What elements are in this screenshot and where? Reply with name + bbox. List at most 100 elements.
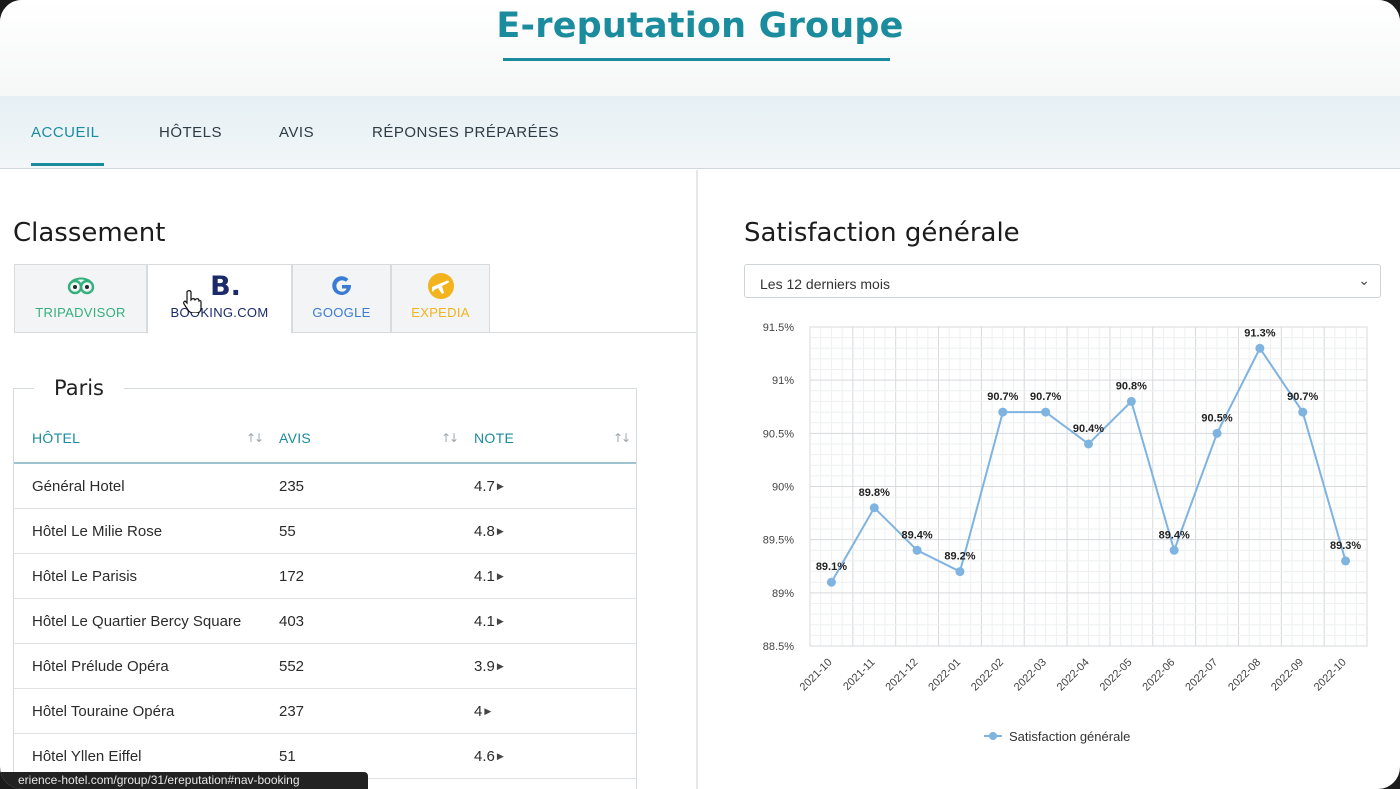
expand-caret-icon[interactable]: ▶ <box>496 616 504 626</box>
tab-booking[interactable]: B. BOOKING.COM <box>147 264 292 334</box>
x-tick-label: 2021-12 <box>883 656 920 693</box>
score-cell: 4.6 ▶ <box>474 748 504 765</box>
expand-caret-icon[interactable]: ▶ <box>496 751 504 761</box>
score-cell: 4.1 ▶ <box>474 568 504 585</box>
tab-label-google: GOOGLE <box>312 305 371 320</box>
data-label: 90.7% <box>987 391 1018 403</box>
data-label: 89.1% <box>816 561 847 573</box>
data-point[interactable] <box>1212 428 1222 438</box>
period-select[interactable]: Les 12 derniers mois ⌄ <box>744 264 1381 298</box>
expand-caret-icon[interactable]: ▶ <box>496 481 504 491</box>
table-row[interactable]: Hôtel Prélude Opéra 552 3.9 ▶ <box>14 644 636 689</box>
sort-icon[interactable]: ↑↓ <box>246 431 264 445</box>
score-cell: 4.1 ▶ <box>474 613 504 630</box>
table-row[interactable]: Hôtel Le Quartier Bercy Square 403 4.1 ▶ <box>14 599 636 644</box>
hotel-name-cell-text: Hôtel Yllen Eiffel <box>32 748 142 765</box>
nav-item-hotels[interactable]: HÔTELS <box>159 124 223 141</box>
hotel-name-cell: Hôtel Yllen Eiffel <box>32 748 142 765</box>
hotel-name-cell: Hôtel Le Milie Rose <box>32 523 162 540</box>
data-point[interactable] <box>869 503 879 513</box>
tab-label-expedia: EXPEDIA <box>411 305 470 320</box>
data-point[interactable] <box>1126 396 1136 406</box>
reviews-count-cell: 55 <box>279 523 296 540</box>
reviews-count-cell-text: 235 <box>279 478 305 495</box>
data-point[interactable] <box>826 577 836 587</box>
expand-caret-icon[interactable]: ▶ <box>496 571 504 581</box>
hotel-name-cell-text: Hôtel Prélude Opéra <box>32 658 169 675</box>
score-cell-text: 4.1 <box>474 613 495 630</box>
data-point[interactable] <box>1084 439 1093 449</box>
reviews-count-cell: 235 <box>279 478 304 495</box>
paris-table-frame <box>13 388 637 789</box>
data-point[interactable] <box>1255 343 1265 353</box>
reviews-count-cell-text: 172 <box>279 568 305 585</box>
hotel-name-cell: Général Hotel <box>32 478 125 495</box>
data-point[interactable] <box>1341 556 1351 566</box>
reviews-count-cell: 403 <box>279 613 304 630</box>
legend-label: Satisfaction générale <box>1009 729 1130 744</box>
expedia-plane-icon <box>392 271 489 301</box>
tab-tripadvisor[interactable]: TRIPADVISOR <box>14 264 147 333</box>
main-nav: ACCUEIL HÔTELS AVIS RÉPONSES PRÉPARÉES <box>0 96 1400 169</box>
table-row[interactable]: Hôtel Le Milie Rose 55 4.8 ▶ <box>14 509 636 554</box>
hotel-name-cell-text: Hôtel Le Milie Rose <box>32 523 163 540</box>
expand-caret-icon[interactable]: ▶ <box>496 661 504 671</box>
y-tick-label: 90% <box>772 482 794 494</box>
column-divider <box>696 170 698 789</box>
expand-caret-icon[interactable]: ▶ <box>496 526 504 536</box>
x-tick-label: 2022-05 <box>1098 656 1135 693</box>
tripadvisor-owl-icon <box>15 271 146 301</box>
data-point[interactable] <box>955 567 965 577</box>
reviews-count-cell: 172 <box>279 568 304 585</box>
legend-marker <box>989 732 997 740</box>
y-tick-label: 89.5% <box>763 535 794 547</box>
x-tick-label: 2022-03 <box>1012 656 1049 693</box>
score-cell: 4.8 ▶ <box>474 523 504 540</box>
chevron-down-icon: ⌄ <box>1358 272 1370 288</box>
data-label: 90.5% <box>1201 412 1232 424</box>
reviews-count-cell-text: 55 <box>279 523 296 540</box>
x-tick-label: 2022-04 <box>1055 656 1092 693</box>
data-point[interactable] <box>1298 407 1308 417</box>
status-bar-url: erience-hotel.com/group/31/ereputation#n… <box>0 772 368 789</box>
nav-item-accueil[interactable]: ACCUEIL <box>31 124 100 141</box>
x-tick-label: 2022-10 <box>1312 656 1349 693</box>
booking-logo-text: B. <box>210 270 241 302</box>
hotel-name-cell: Hôtel Prélude Opéra <box>32 658 169 675</box>
data-label: 91.3% <box>1244 327 1275 339</box>
reviews-count-cell: 552 <box>279 658 304 675</box>
tab-expedia[interactable]: EXPEDIA <box>391 264 490 333</box>
sort-icon[interactable]: ↑↓ <box>441 431 459 445</box>
x-tick-label: 2022-09 <box>1269 656 1306 693</box>
nav-item-avis[interactable]: AVIS <box>279 124 315 141</box>
satisfaction-title: Satisfaction générale <box>744 218 1020 248</box>
hotel-name-cell-text: Hôtel Le Parisis <box>32 568 138 585</box>
column-header-avis[interactable]: AVIS <box>279 430 312 446</box>
reviews-count-cell-text: 552 <box>279 658 305 675</box>
tab-google[interactable]: GOOGLE <box>292 264 391 333</box>
hotel-name-cell: Hôtel Le Quartier Bercy Square <box>32 613 241 630</box>
data-point[interactable] <box>1169 545 1179 555</box>
hotel-name-cell: Hôtel Le Parisis <box>32 568 137 585</box>
data-point[interactable] <box>912 545 922 555</box>
expand-caret-icon[interactable]: ▶ <box>484 706 492 716</box>
nav-item-reponses-preparees[interactable]: RÉPONSES PRÉPARÉES <box>372 124 560 141</box>
x-tick-label: 2022-06 <box>1140 656 1177 693</box>
score-cell-text: 3.9 <box>474 658 495 675</box>
table-row[interactable]: Général Hotel 235 4.7 ▶ <box>14 464 636 509</box>
reviews-count-cell-text: 51 <box>279 748 296 765</box>
ranking-title: Classement <box>13 218 166 248</box>
data-point[interactable] <box>998 407 1008 417</box>
column-header-note[interactable]: NOTE <box>474 430 515 446</box>
table-row[interactable]: Hôtel Le Parisis 172 4.1 ▶ <box>14 554 636 599</box>
data-point[interactable] <box>1041 407 1051 417</box>
page-title: E-reputation Groupe <box>496 6 904 46</box>
column-header-hotel[interactable]: HÔTEL <box>32 430 81 446</box>
hotel-name-cell-text: Hôtel Touraine Opéra <box>32 703 175 720</box>
reviews-count-cell: 51 <box>279 748 296 765</box>
score-cell-text: 4 <box>474 703 483 720</box>
sort-icon[interactable]: ↑↓ <box>613 431 631 445</box>
source-tabs: TRIPADVISOR B. BOOKING.COM GOOGLE <box>14 264 696 334</box>
y-tick-label: 91% <box>772 375 794 387</box>
table-row[interactable]: Hôtel Touraine Opéra 237 4 ▶ <box>14 689 636 734</box>
